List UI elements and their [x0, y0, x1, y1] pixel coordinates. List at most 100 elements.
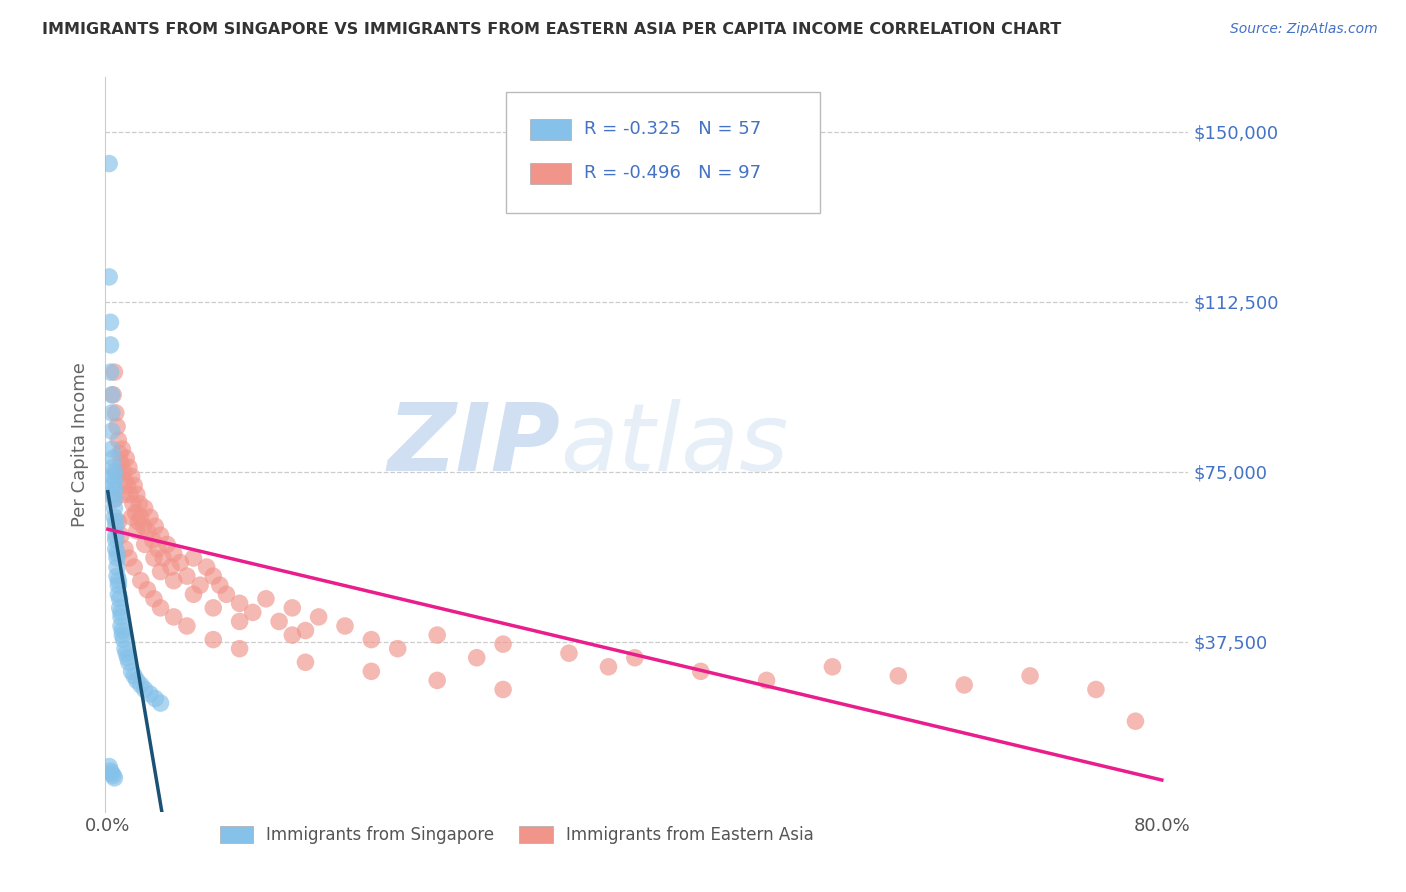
Point	[105, 465, 128, 479]
FancyBboxPatch shape	[506, 92, 820, 213]
Point	[118, 551, 141, 566]
FancyBboxPatch shape	[530, 163, 571, 184]
Point	[104, 406, 127, 420]
Y-axis label: Per Capita Income: Per Capita Income	[72, 362, 89, 527]
Point	[163, 574, 186, 588]
Point	[136, 524, 159, 538]
Point	[387, 641, 409, 656]
Point	[112, 632, 135, 647]
Point	[122, 560, 145, 574]
Point	[104, 528, 127, 542]
Text: atlas: atlas	[560, 399, 789, 491]
Point	[183, 587, 205, 601]
Text: ZIP: ZIP	[387, 399, 560, 491]
Point	[143, 519, 166, 533]
Point	[139, 687, 162, 701]
Point	[132, 519, 155, 533]
Point	[107, 587, 129, 601]
Point	[115, 451, 138, 466]
Point	[105, 419, 128, 434]
Point	[112, 487, 135, 501]
Point	[101, 769, 124, 783]
Point	[1125, 714, 1147, 729]
Point	[103, 510, 125, 524]
Text: R = -0.325   N = 57: R = -0.325 N = 57	[583, 120, 761, 138]
Point	[149, 565, 172, 579]
Point	[100, 365, 122, 379]
Text: Source: ZipAtlas.com: Source: ZipAtlas.com	[1230, 22, 1378, 37]
Point	[101, 388, 124, 402]
Point	[294, 655, 316, 669]
Point	[176, 619, 198, 633]
Point	[104, 515, 127, 529]
Point	[208, 578, 231, 592]
Point	[146, 541, 169, 556]
Point	[242, 606, 264, 620]
Point	[127, 515, 149, 529]
Point	[105, 546, 128, 560]
Point	[111, 442, 134, 457]
Point	[105, 551, 128, 566]
Point	[228, 615, 250, 629]
Point	[100, 315, 122, 329]
Point	[117, 478, 139, 492]
Point	[139, 510, 162, 524]
Point	[103, 491, 125, 506]
Point	[101, 442, 124, 457]
Point	[110, 456, 132, 470]
Point	[465, 650, 488, 665]
Point	[103, 465, 125, 479]
Point	[103, 474, 125, 488]
Point	[308, 610, 330, 624]
Point	[624, 650, 647, 665]
Point	[953, 678, 976, 692]
Point	[115, 646, 138, 660]
Point	[121, 665, 143, 679]
Point	[108, 600, 131, 615]
Point	[101, 451, 124, 466]
Point	[101, 424, 124, 438]
Point	[558, 646, 581, 660]
Point	[1019, 669, 1042, 683]
Point	[134, 537, 156, 551]
Point	[149, 528, 172, 542]
Point	[333, 619, 356, 633]
Legend: Immigrants from Singapore, Immigrants from Eastern Asia: Immigrants from Singapore, Immigrants fr…	[219, 826, 814, 844]
Point	[360, 665, 382, 679]
Point	[118, 655, 141, 669]
Point	[101, 766, 124, 780]
Point	[281, 628, 304, 642]
Point	[821, 660, 844, 674]
Point	[887, 669, 910, 683]
Point	[114, 474, 136, 488]
Point	[98, 156, 121, 170]
Point	[101, 388, 124, 402]
Point	[105, 569, 128, 583]
Point	[101, 406, 124, 420]
Point	[1084, 682, 1107, 697]
Point	[128, 497, 150, 511]
Point	[134, 682, 156, 697]
Point	[108, 591, 131, 606]
Point	[149, 600, 172, 615]
Point	[101, 478, 124, 492]
Point	[269, 615, 291, 629]
Point	[183, 551, 205, 566]
Point	[100, 338, 122, 352]
Point	[188, 578, 211, 592]
Text: R = -0.496   N = 97: R = -0.496 N = 97	[583, 164, 761, 182]
Point	[492, 637, 515, 651]
Point	[755, 673, 778, 688]
Point	[104, 541, 127, 556]
Point	[124, 506, 146, 520]
Point	[125, 524, 148, 538]
Point	[122, 478, 145, 492]
Point	[104, 519, 127, 533]
Point	[294, 624, 316, 638]
Point	[103, 483, 125, 497]
Point	[426, 673, 449, 688]
FancyBboxPatch shape	[530, 120, 571, 140]
Point	[121, 510, 143, 524]
Point	[107, 574, 129, 588]
Point	[169, 556, 191, 570]
